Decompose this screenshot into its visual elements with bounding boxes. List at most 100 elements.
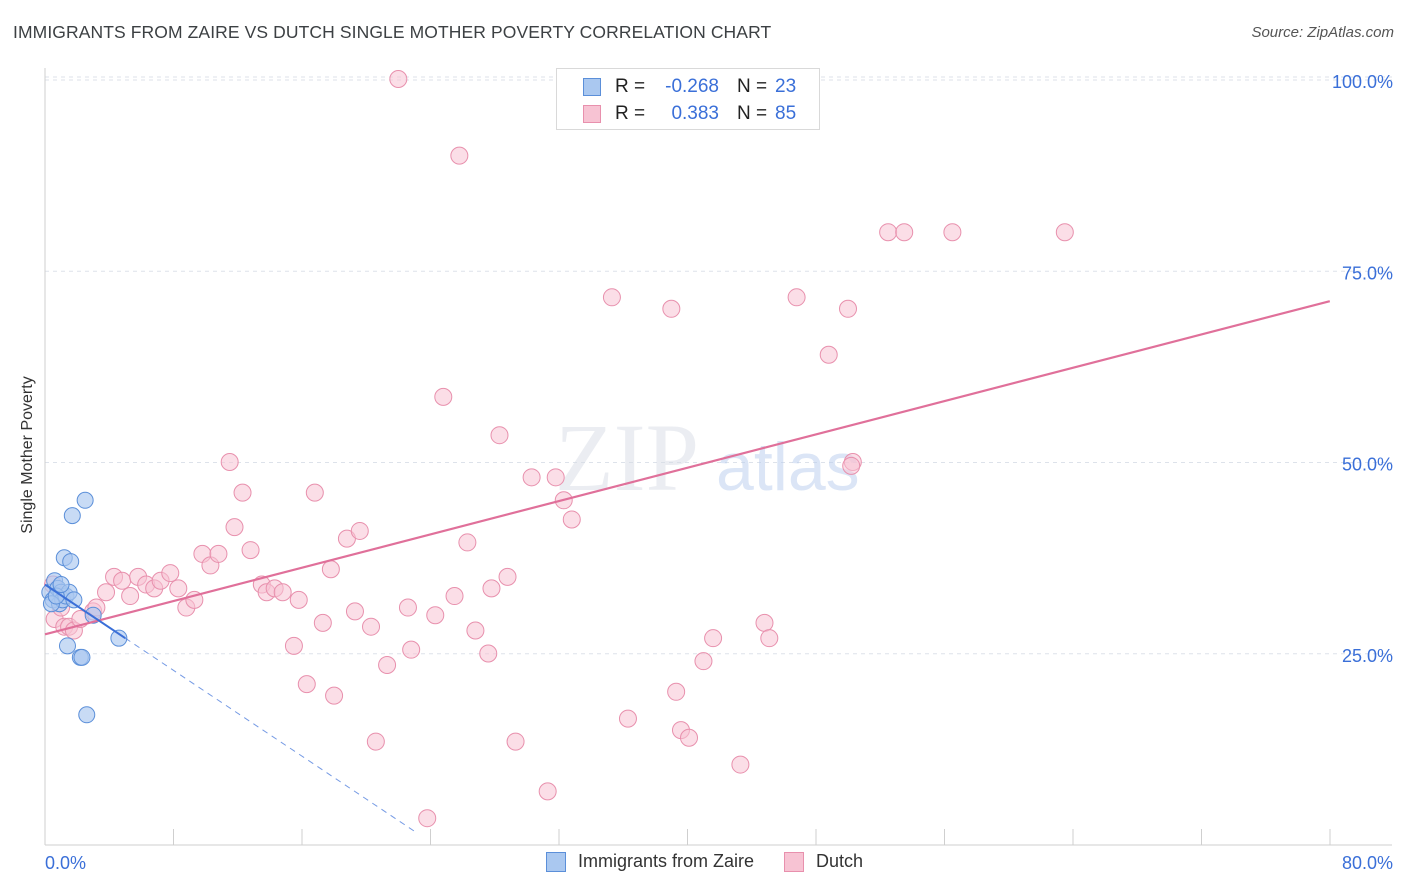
dutch-point: [289, 590, 308, 609]
zaire-point: [58, 637, 76, 655]
source-label: Source: ZipAtlas.com: [1251, 24, 1394, 41]
dutch-point: [121, 587, 140, 606]
n-label: N =: [737, 103, 768, 124]
dutch-point: [1055, 223, 1074, 242]
dutch-point: [398, 598, 417, 617]
axes: [44, 68, 1392, 846]
dutch-point: [313, 613, 332, 632]
x-tick-label: 0.0%: [45, 853, 86, 873]
dutch-point: [490, 426, 509, 445]
dutch-point: [225, 518, 244, 537]
dutch-point: [362, 617, 381, 636]
dutch-point: [273, 583, 292, 602]
dutch-point: [680, 728, 699, 747]
dutch-point: [842, 456, 861, 475]
legend-item-zaire: Immigrants from Zaire: [546, 851, 754, 872]
x-tick-label: 80.0%: [1342, 853, 1393, 873]
zaire-point: [78, 706, 96, 724]
zaire-point: [62, 553, 80, 571]
dutch-point: [546, 468, 565, 487]
r-value: -0.268: [665, 76, 719, 97]
dutch-point: [787, 288, 806, 307]
dutch-point: [479, 644, 498, 663]
n-value: 23: [775, 76, 797, 97]
zaire-trend-extension: [125, 637, 415, 832]
dutch-point: [113, 571, 132, 590]
zaire-point: [110, 629, 128, 647]
dutch-point: [445, 587, 464, 606]
dutch-point: [662, 299, 681, 318]
dutch-point: [895, 223, 914, 242]
zaire-swatch: [583, 78, 601, 96]
trend-lines: [44, 300, 1331, 832]
y-tick-label: 50.0%: [1342, 455, 1393, 475]
dutch-point: [667, 682, 686, 701]
dutch-point: [345, 602, 364, 621]
dutch-point: [233, 483, 252, 502]
dutch-point: [879, 223, 898, 242]
series-legend: Immigrants from Zaire Dutch: [546, 851, 893, 872]
y-tick-label: 100.0%: [1332, 72, 1393, 92]
dutch-point: [943, 223, 962, 242]
zaire-swatch: [546, 851, 566, 872]
dutch-point: [378, 655, 397, 674]
dutch-point: [819, 345, 838, 364]
dutch-point: [458, 533, 477, 552]
legend-row-dutch: R = 0.383 N = 85: [583, 102, 796, 126]
dutch-point: [241, 541, 260, 560]
dutch-point: [498, 567, 517, 586]
dutch-swatch: [784, 851, 805, 872]
dutch-point: [506, 732, 525, 751]
dutch-point: [538, 782, 557, 801]
dutch-point: [466, 621, 485, 640]
gridlines: [45, 76, 1392, 655]
watermark-atlas: atlas: [716, 429, 860, 505]
dutch-point: [284, 636, 303, 655]
zaire-point: [65, 591, 83, 609]
r-label: R =: [615, 76, 646, 97]
dutch-point: [426, 606, 445, 625]
dutch-point: [97, 583, 116, 602]
dutch-point: [839, 299, 857, 318]
dutch-point: [602, 288, 621, 307]
dutch-trend-line: [44, 300, 1331, 636]
dutch-point: [402, 640, 421, 659]
n-value: 85: [775, 103, 797, 124]
zaire-point: [76, 491, 94, 509]
dutch-point: [434, 387, 453, 406]
watermark-zip: ZIP: [555, 404, 699, 511]
dutch-point: [350, 521, 369, 540]
dutch-point: [161, 564, 180, 583]
tick-labels: 25.0% 50.0% 75.0% 100.0% 0.0% 80.0%: [45, 72, 1393, 873]
legend-label: Dutch: [816, 851, 864, 871]
dutch-point: [482, 579, 501, 598]
y-tick-label: 75.0%: [1342, 263, 1393, 283]
dutch-point: [297, 675, 316, 694]
y-tick-label: 25.0%: [1342, 646, 1393, 666]
dutch-point: [209, 544, 228, 563]
legend-item-dutch: Dutch: [784, 851, 863, 872]
zaire-point: [52, 576, 70, 594]
legend-row-zaire: R = -0.268 N = 23: [583, 75, 796, 99]
dutch-point: [755, 613, 774, 632]
dutch-point: [450, 146, 469, 165]
chart-title: IMMIGRANTS FROM ZAIRE VS DUTCH SINGLE MO…: [13, 22, 772, 42]
r-value: 0.383: [671, 103, 719, 124]
stats-legend: R = -0.268 N = 23 R = 0.383 N = 85: [556, 68, 820, 130]
dutch-point: [704, 629, 723, 648]
dutch-point: [325, 686, 344, 705]
zaire-point: [63, 507, 81, 525]
dutch-point: [522, 468, 541, 487]
n-label: N =: [737, 76, 768, 97]
dutch-point: [366, 732, 385, 751]
dutch-point: [389, 70, 408, 88]
y-axis-label: Single Mother Poverty: [19, 376, 36, 534]
dutch-point: [618, 709, 637, 728]
dutch-point: [418, 809, 437, 828]
r-label: R =: [615, 103, 646, 124]
dutch-point: [220, 453, 239, 471]
dutch-point: [169, 579, 188, 598]
watermark: ZIP atlas: [555, 404, 860, 511]
dutch-point: [305, 483, 324, 502]
